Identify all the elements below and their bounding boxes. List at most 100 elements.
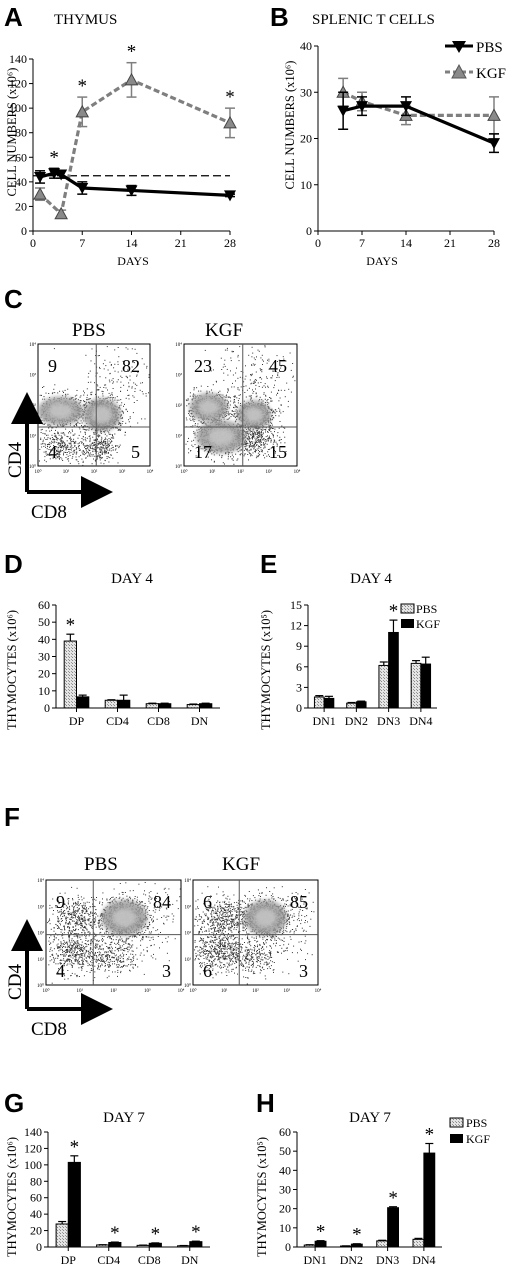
flow-c-plot-pbs-event-dot [108, 440, 110, 442]
flow-c-plot-kgf-event-dot [257, 432, 259, 434]
flow-c-plot-kgf-event-dot [216, 452, 218, 454]
flow-c-plot-pbs-event-dot [102, 453, 103, 455]
flow-c-plot-kgf-event-dot [244, 443, 246, 444]
flow-f-plot-pbs-event-dot [144, 903, 146, 904]
flow-c-plot-kgf-event-dot [255, 434, 257, 435]
chart-e-ytick-label: 9 [296, 639, 302, 653]
flow-c-plot-pbs-event-dot [63, 446, 65, 448]
flow-c-plot-kgf-event-dot [231, 386, 233, 388]
flow-c-plot-pbs-event-dot [74, 433, 76, 435]
chart-a-xlabel: DAYS [117, 254, 149, 268]
flow-c-plot-pbs-event-dot [49, 454, 51, 456]
flow-c-plot-pbs-event-dot [86, 399, 87, 401]
flow-c-plot-kgf-event-dot [270, 400, 272, 402]
flow-c-plot-kgf-event-dot [267, 359, 268, 361]
flow-c-plot-kgf-event-dot [254, 379, 256, 381]
flow-c-plot-pbs-event-dot [97, 385, 99, 387]
flow-c-plot-kgf-event-dot [252, 452, 254, 454]
flow-c-plot-kgf-event-dot [231, 413, 232, 415]
flow-c-plot-pbs-event-dot [95, 450, 97, 452]
flow-c-plot-kgf-event-dot [268, 435, 270, 437]
flow-c-plot-pbs-event-dot [72, 447, 74, 449]
flow-c-plot-kgf-event-dot [188, 448, 190, 450]
flow-c-plot-kgf-event-dot [278, 376, 280, 378]
flow-c-plot-kgf-event-dot [268, 402, 270, 404]
flow-c-plot-kgf-event-dot [245, 443, 247, 445]
flow-c-plot-pbs-event-dot [92, 442, 94, 444]
flow-c-plot-pbs-event-dot [144, 418, 146, 420]
flow-c-plot-kgf-event-dot [193, 432, 195, 434]
flow-c-plot-pbs-event-dot [52, 454, 54, 456]
flow-c-plot-kgf-event-dot [257, 445, 259, 447]
flow-c-plot-pbs-event-dot [74, 445, 76, 447]
flow-c-plot-pbs-event-dot [60, 440, 62, 442]
chart-b-legend: PBS KGF [445, 40, 506, 82]
flow-c-plot-kgf-event-dot [256, 442, 258, 443]
flow-f-plot-pbs-event-dot [130, 935, 132, 937]
flow-c-plot-kgf-event-dot [251, 431, 253, 432]
flow-c-plot-pbs-y-tick-label: 10¹ [30, 434, 37, 440]
flow-c-plot-kgf-event-dot [250, 399, 252, 401]
flow-c-plot-pbs-event-dot [101, 450, 103, 452]
flow-c-plot-pbs-event-dot [48, 449, 50, 450]
chart-e-ytick-label: 6 [296, 660, 302, 674]
flow-c-plot-kgf-event-dot [265, 431, 266, 433]
flow-c-plot-pbs-event-dot [101, 390, 103, 392]
flow-c-plot-kgf-event-dot [223, 416, 225, 418]
flow-c-plot-kgf-event-dot [248, 459, 249, 461]
flow-c-plot-pbs-event-dot [136, 400, 138, 401]
chart-d-bar-pbs [104, 699, 118, 709]
flow-c-plot-pbs-event-dot [112, 447, 114, 449]
flow-c-plot-kgf-event-dot [198, 445, 200, 447]
chart-e-ylabel: THYMOCYTES (x10⁵) [259, 610, 273, 730]
flow-c-plot-pbs-event-dot [40, 437, 42, 439]
flow-f-plot-pbs-event-dot [126, 895, 128, 897]
flow-c-plot-kgf-event-dot [255, 450, 256, 452]
flow-c-plot-pbs-quadrant-upper-left: 9 [48, 356, 57, 376]
flow-c-plot-pbs-event-dot [87, 401, 89, 403]
flow-c-plot-pbs-event-dot [86, 429, 88, 431]
flow-c-plot-pbs-event-dot [140, 382, 142, 384]
flow-c-plot-kgf-event-dot [260, 430, 262, 432]
flow-c-plot-kgf-event-dot [266, 443, 268, 445]
flow-f-plot-pbs-event-dot [128, 944, 130, 945]
flow-c-plot-pbs-event-dot [118, 356, 120, 358]
flow-c-plot-kgf-event-dot [245, 448, 247, 450]
flow-c-plot-kgf-event-dot [276, 361, 278, 362]
flow-c-plot-pbs-event-dot [82, 436, 84, 438]
flow-c-plot-pbs-event-dot [92, 448, 94, 450]
flow-c-plot-pbs-event-dot [70, 397, 72, 399]
flow-c-plot-pbs-event-dot [70, 440, 72, 442]
flow-c-plot-kgf-event-dot [200, 385, 202, 387]
flow-c-plot-pbs-event-dot [53, 388, 55, 390]
flow-c-plot-pbs-event-dot [89, 440, 91, 442]
flow-c-cd4-label: CD4 [5, 442, 26, 478]
flow-c-plot-pbs-event-dot [54, 435, 56, 437]
flow-c-plot-kgf-event-dot [269, 438, 271, 440]
flow-c-plot-pbs-event-dot [112, 382, 114, 384]
flow-c-plot-pbs-event-dot [107, 447, 109, 449]
flow-c-plot-pbs-event-dot [101, 446, 103, 448]
flow-c-plot-kgf-event-dot [240, 405, 242, 407]
flow-c-plot-kgf-event-dot [294, 380, 296, 382]
flow-c-plot-pbs-event-dot [126, 376, 128, 378]
flow-c-plot-kgf-event-dot [271, 424, 273, 426]
flow-c-plot-kgf-event-dot [185, 417, 187, 419]
flow-plots-day7: PBS KGF 9 844 310⁰10⁰10¹10¹10²10²10³10³10⁴… [5, 854, 322, 1040]
flow-c-plot-pbs-event-dot [139, 389, 141, 391]
flow-c-plot-pbs-event-dot [76, 448, 78, 450]
flow-c-plot-kgf-event-dot [194, 394, 196, 396]
flow-c-plot-pbs-event-dot [53, 442, 55, 444]
flow-c-plot-pbs-event-dot [116, 452, 118, 453]
flow-c-plot-kgf-event-dot [252, 433, 254, 435]
flow-c-plot-pbs-event-dot [62, 440, 64, 442]
flow-c-plot-pbs-event-dot [104, 460, 106, 462]
flow-c-plot-kgf-event-dot [254, 363, 256, 365]
flow-c-plot-kgf-event-dot [260, 382, 262, 383]
flow-c-plot-pbs-event-dot [112, 457, 114, 459]
flow-c-plot-pbs-event-dot [93, 439, 95, 441]
flow-c-plot-kgf-event-dot [268, 360, 270, 362]
flow-c-plot-pbs-event-dot [43, 424, 45, 425]
flow-c-plot-kgf-event-dot [246, 432, 248, 434]
chart-b-ytick-label: 0 [306, 224, 312, 238]
